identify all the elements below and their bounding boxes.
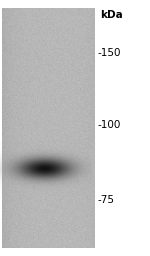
Text: -150: -150 [98,48,122,58]
Text: kDa: kDa [100,10,123,20]
Text: -75: -75 [98,195,115,205]
Text: -100: -100 [98,120,121,130]
